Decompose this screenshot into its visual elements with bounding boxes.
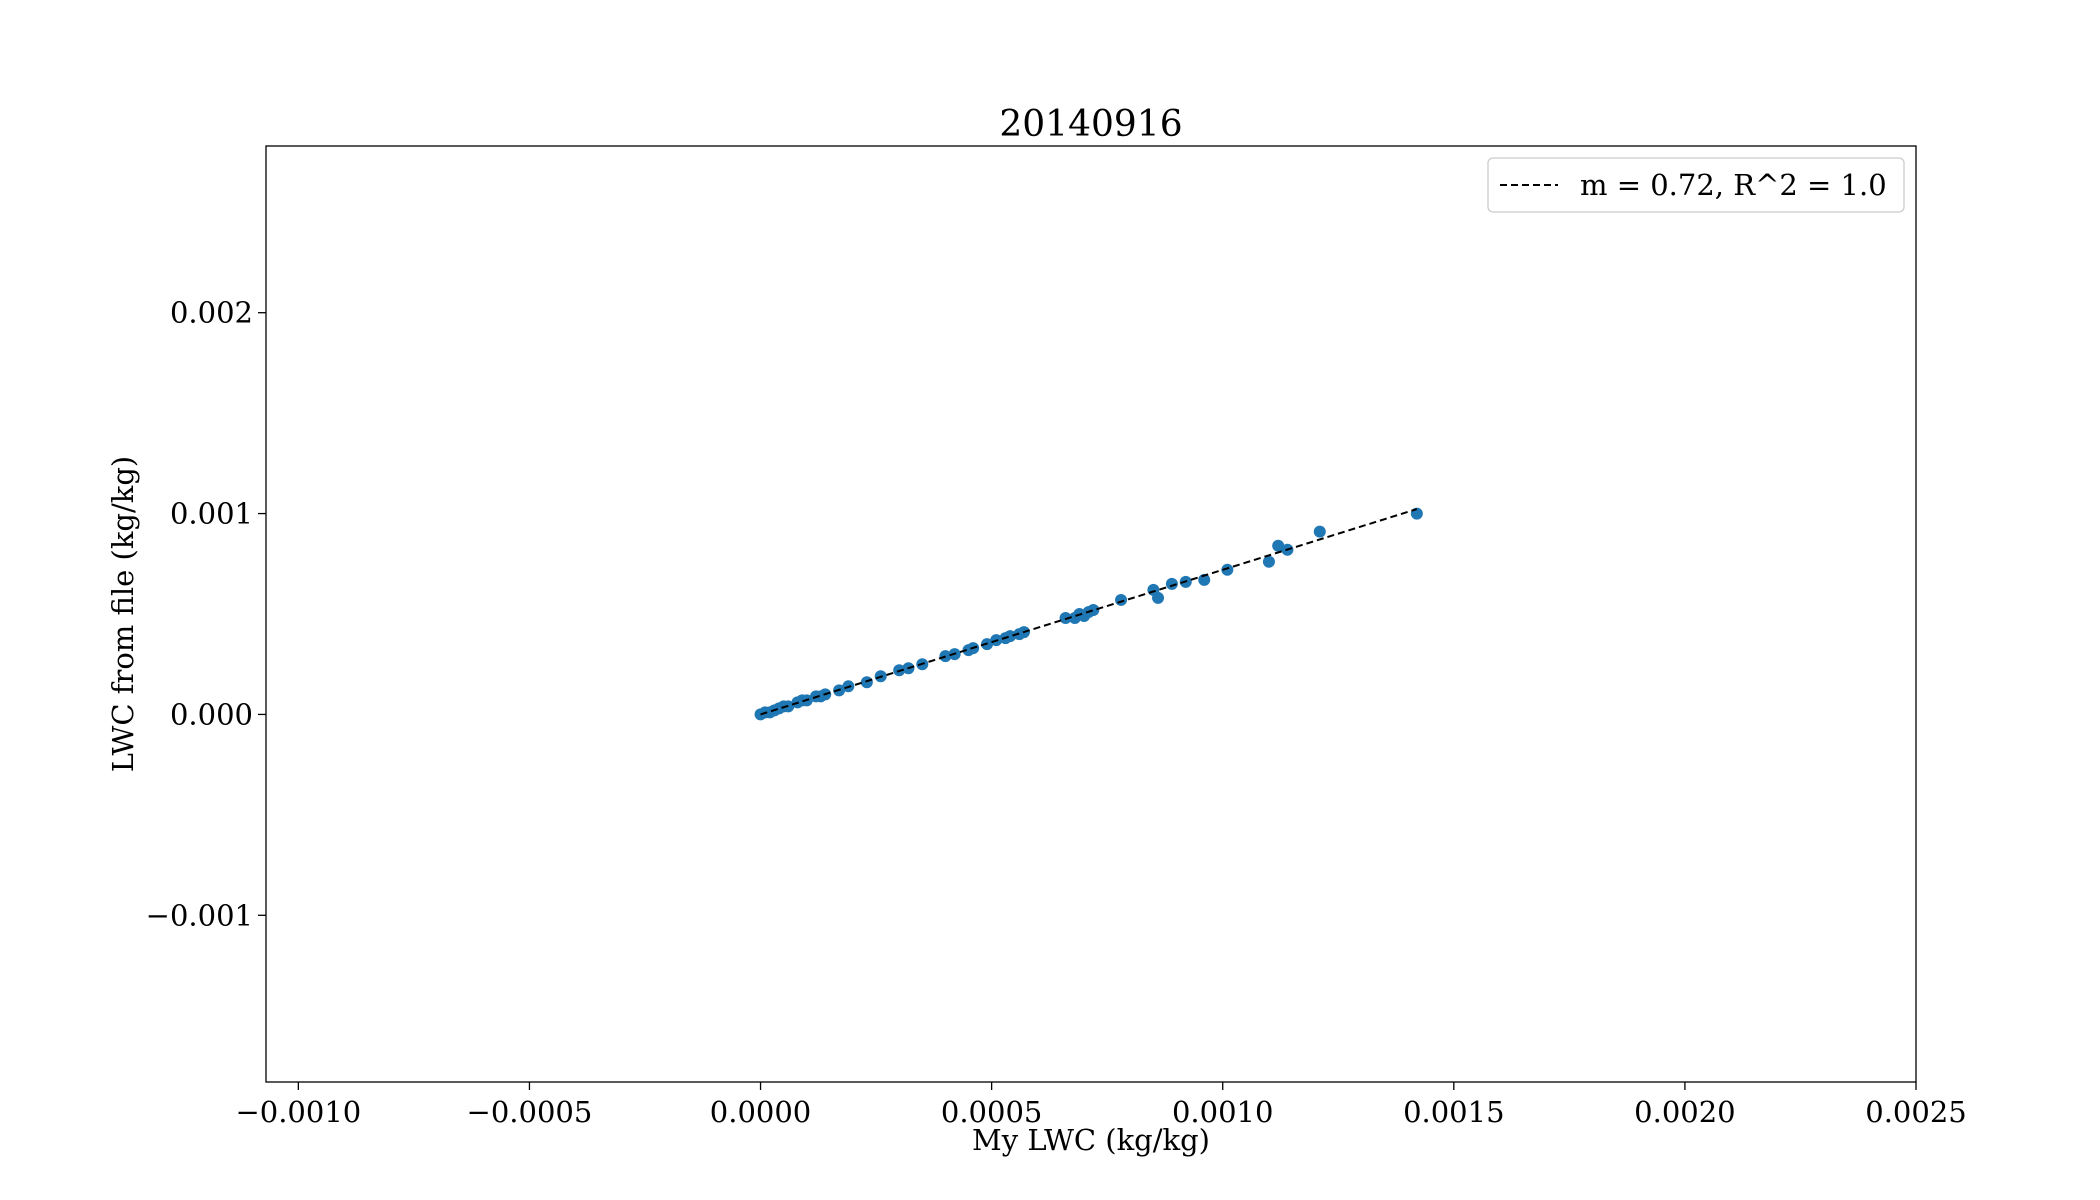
chart-title: 20140916 [999,104,1182,145]
x-axis-label: My LWC (kg/kg) [972,1123,1210,1157]
data-point [860,676,873,689]
data-point [1165,577,1178,590]
data-point [1221,563,1234,576]
x-tick-label: −0.0010 [235,1095,361,1129]
legend: m = 0.72, R^2 = 1.0 [1487,157,1905,213]
y-tick-label: 0.002 [170,296,253,330]
data-point [1272,539,1285,552]
x-tick-label: 0.0000 [710,1095,811,1129]
data-point [1087,603,1100,616]
data-point [1004,630,1017,643]
y-tick-label: 0.000 [170,697,253,731]
x-tick-label: 0.0025 [1865,1095,1966,1129]
fit-line [760,508,1418,716]
x-tick-label: −0.0005 [467,1095,593,1129]
x-axis: −0.0010 −0.0005 0.0000 0.0005 0.0010 0.0015 0.… [235,1082,1967,1129]
data-point [1152,591,1165,604]
y-tick-label: −0.001 [146,898,253,932]
legend-label: m = 0.72, R^2 = 1.0 [1580,168,1887,202]
x-tick-label: 0.0005 [941,1095,1042,1129]
y-tick-label: 0.001 [170,497,253,531]
y-axis-label: LWC from file (kg/kg) [106,456,140,772]
y-axis: −0.001 0.000 0.001 0.002 [146,296,266,932]
data-point [1198,573,1211,586]
plot-frame [265,145,1917,1083]
data-point [1115,593,1128,606]
x-tick-label: 0.0020 [1634,1095,1735,1129]
x-tick-label: 0.0010 [1172,1095,1273,1129]
x-tick-label: 0.0015 [1403,1095,1504,1129]
legend-box [1487,157,1905,213]
data-point [1262,555,1275,568]
data-point [1313,525,1326,538]
